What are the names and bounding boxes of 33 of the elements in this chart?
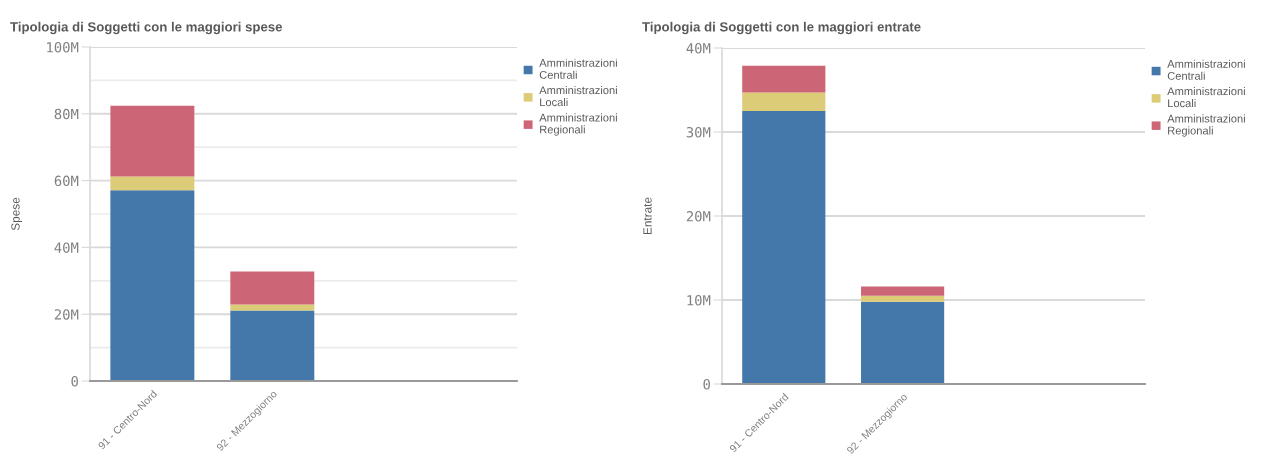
- chart-title: Tipologia di Soggetti con le maggiori entrate: [642, 21, 921, 35]
- bar: [742, 65, 826, 93]
- bar: [742, 111, 826, 384]
- y-tick-label: 40M: [54, 242, 79, 253]
- legend-label: Amministrazioni Regionali: [539, 113, 617, 136]
- y-axis-title: Entrate: [643, 197, 652, 235]
- bar: [110, 176, 195, 191]
- y-tick-label: 40M: [686, 43, 711, 54]
- bar: [230, 271, 315, 305]
- y-axis-title: Spese: [11, 197, 22, 231]
- y-tick-label: 20M: [686, 211, 711, 222]
- y-tick-label: 10M: [687, 295, 711, 306]
- y-tick-label: 0: [703, 379, 710, 390]
- bar: [861, 295, 945, 302]
- bar: [230, 310, 315, 381]
- y-tick-label: 100M: [47, 42, 79, 53]
- legend-label: Amministrazioni Centrali: [1167, 59, 1245, 80]
- bar: [110, 105, 195, 177]
- y-tick-label: 0: [71, 376, 78, 387]
- legend-label: Amministrazioni Locali: [539, 86, 617, 107]
- chart-title: Tipologia di Soggetti con le maggiori spese: [10, 21, 283, 35]
- bar: [230, 304, 315, 311]
- bar: [110, 190, 195, 381]
- legend-label: Amministrazioni Locali: [1167, 87, 1245, 108]
- legend-label: Amministrazioni Regionali: [1167, 114, 1245, 137]
- y-tick-label: 20M: [54, 309, 79, 320]
- y-tick-label: 60M: [54, 175, 79, 187]
- bar: [861, 286, 945, 296]
- y-tick-label: 30M: [686, 127, 711, 138]
- legend-label: Amministrazioni Centrali: [539, 58, 617, 79]
- bar: [742, 92, 826, 111]
- y-tick-label: 80M: [54, 108, 79, 120]
- bar: [861, 301, 945, 384]
